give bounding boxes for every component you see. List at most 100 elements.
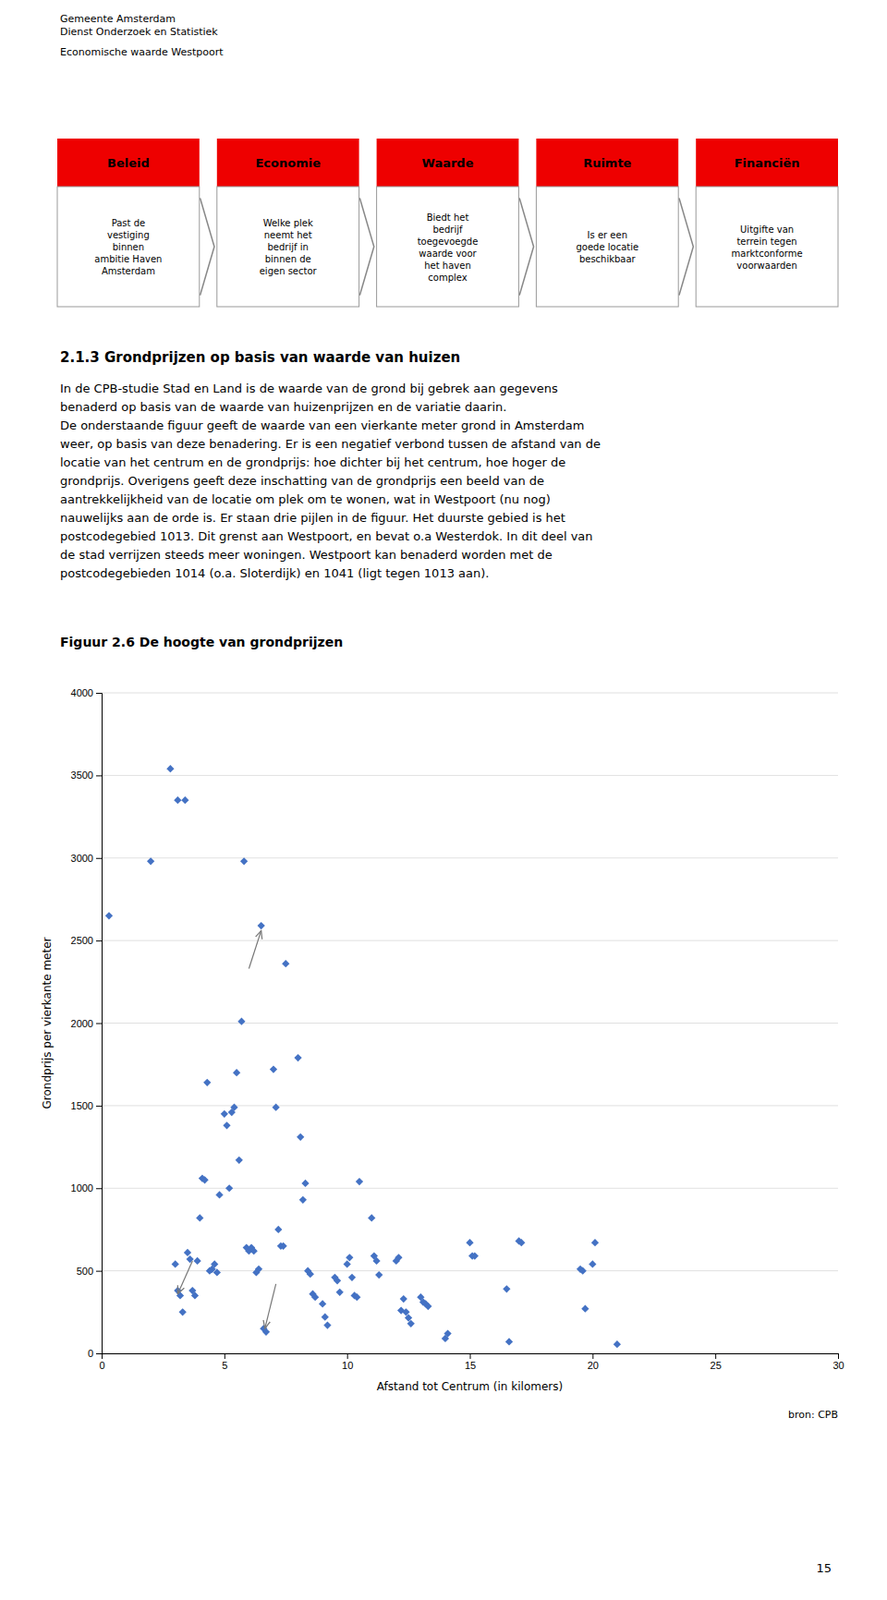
point	[230, 1104, 238, 1112]
y-axis-title: Grondprijs per vierkante meter	[40, 936, 54, 1109]
text-line: beschikbaar	[579, 254, 637, 265]
text-line: binnen	[112, 242, 145, 253]
grid-line	[101, 1188, 839, 1190]
point	[352, 1293, 361, 1301]
point	[255, 1265, 263, 1274]
y-axis: 05001000150020002500300035004000	[71, 687, 103, 1360]
point	[195, 1214, 204, 1222]
tick-mark	[96, 1271, 102, 1273]
tick: 10	[341, 1353, 353, 1372]
tick-mark	[715, 1353, 717, 1360]
tick-label: 25	[710, 1360, 722, 1372]
tick: 5	[221, 1353, 228, 1372]
point	[279, 1242, 287, 1251]
point	[443, 1329, 451, 1337]
tick: 1500	[71, 1100, 102, 1112]
point	[407, 1320, 415, 1328]
header-text: Past devestigingbinnenambitie HavenAmste…	[94, 218, 162, 277]
chevron	[200, 198, 215, 295]
chevron	[360, 198, 375, 295]
body-text: In de CPB-studie Stad en Land is de waar…	[60, 381, 601, 581]
text-line: goede locatie	[575, 242, 639, 253]
point	[336, 1288, 344, 1297]
point	[213, 1268, 221, 1276]
grid-line	[101, 1022, 839, 1024]
header-label: Economie	[255, 156, 321, 171]
text-line: de stad verrijzen steeds meer woningen. …	[60, 547, 553, 562]
tick: 500	[76, 1265, 102, 1277]
tick-mark	[96, 1105, 102, 1107]
tick-label: 4000	[71, 687, 94, 699]
point	[502, 1285, 511, 1293]
text-line: Amsterdam	[101, 266, 156, 277]
chevron	[679, 198, 693, 295]
grid-line	[101, 775, 839, 777]
grid	[101, 692, 839, 1354]
subtitle: Economische waarde Westpoort	[60, 46, 224, 59]
text-line: aantrekkelijkheid van de locatie om plek…	[60, 492, 551, 507]
point	[200, 1176, 208, 1184]
point	[375, 1271, 383, 1279]
axis-line	[96, 693, 103, 1355]
point	[105, 911, 113, 920]
tick: 15	[464, 1353, 476, 1372]
tick-mark	[96, 940, 102, 942]
text-line: De onderstaande figuur geeft de waarde v…	[60, 418, 584, 433]
tick-label: 1500	[71, 1100, 94, 1112]
point	[323, 1321, 331, 1329]
point	[299, 1196, 307, 1204]
tick: 2000	[71, 1018, 102, 1030]
point	[146, 857, 155, 865]
tick-label: 20	[587, 1360, 599, 1372]
point	[203, 1079, 211, 1087]
point	[613, 1340, 621, 1349]
point	[183, 1249, 192, 1257]
header-box	[376, 138, 520, 187]
text-line: voorwaarden	[736, 259, 797, 270]
point	[588, 1260, 596, 1268]
point	[345, 1253, 353, 1262]
tick-label: 500	[76, 1265, 94, 1277]
text-line: toegevoegde	[417, 235, 479, 246]
chart-title: Figuur 2.6 De hoogte van grondprijzen	[60, 634, 343, 650]
header-subbox	[695, 186, 839, 307]
header-subbox	[376, 186, 520, 307]
text-line: terrein tegen	[736, 235, 797, 246]
tick-label: 3000	[71, 852, 94, 864]
text-line: nauwelijks aan de orde is. Er staan drie…	[60, 510, 566, 525]
point	[581, 1305, 589, 1313]
point	[272, 1104, 280, 1112]
annotations	[177, 930, 276, 1329]
tick-mark	[96, 1353, 102, 1355]
point	[296, 1133, 304, 1142]
point	[257, 922, 266, 930]
chevron	[519, 198, 534, 295]
points	[105, 765, 621, 1349]
tick-label: 1000	[71, 1182, 94, 1194]
tick: 3500	[71, 769, 102, 781]
tick-label: 30	[832, 1360, 844, 1372]
header-box	[695, 138, 839, 187]
point	[210, 1260, 219, 1268]
tick-mark	[96, 1023, 102, 1025]
annotation-arrow	[248, 930, 261, 969]
point	[179, 1308, 187, 1316]
text-line: bedrijf	[432, 223, 463, 234]
header-subbox	[535, 186, 679, 307]
point	[176, 1291, 184, 1300]
text-line: postcodegebieden 1014 (o.a. Sloterdijk) …	[60, 566, 489, 581]
point	[348, 1274, 356, 1282]
grid-line	[101, 1105, 839, 1106]
text-line: ambitie Haven	[94, 254, 162, 265]
header-subbox	[217, 186, 360, 307]
text-line: In de CPB-studie Stad en Land is de waar…	[60, 381, 559, 396]
point	[318, 1300, 327, 1308]
point	[193, 1257, 201, 1265]
grid-line	[101, 940, 839, 942]
tick: 20	[587, 1353, 599, 1372]
point	[311, 1293, 319, 1301]
chart: 0510152025300500100015002000250030003500…	[40, 687, 845, 1394]
grid-line	[101, 857, 839, 859]
x-axis-title: Afstand tot Centrum (in kilomers)	[376, 1380, 563, 1394]
text-line: bedrijf in	[267, 242, 309, 253]
